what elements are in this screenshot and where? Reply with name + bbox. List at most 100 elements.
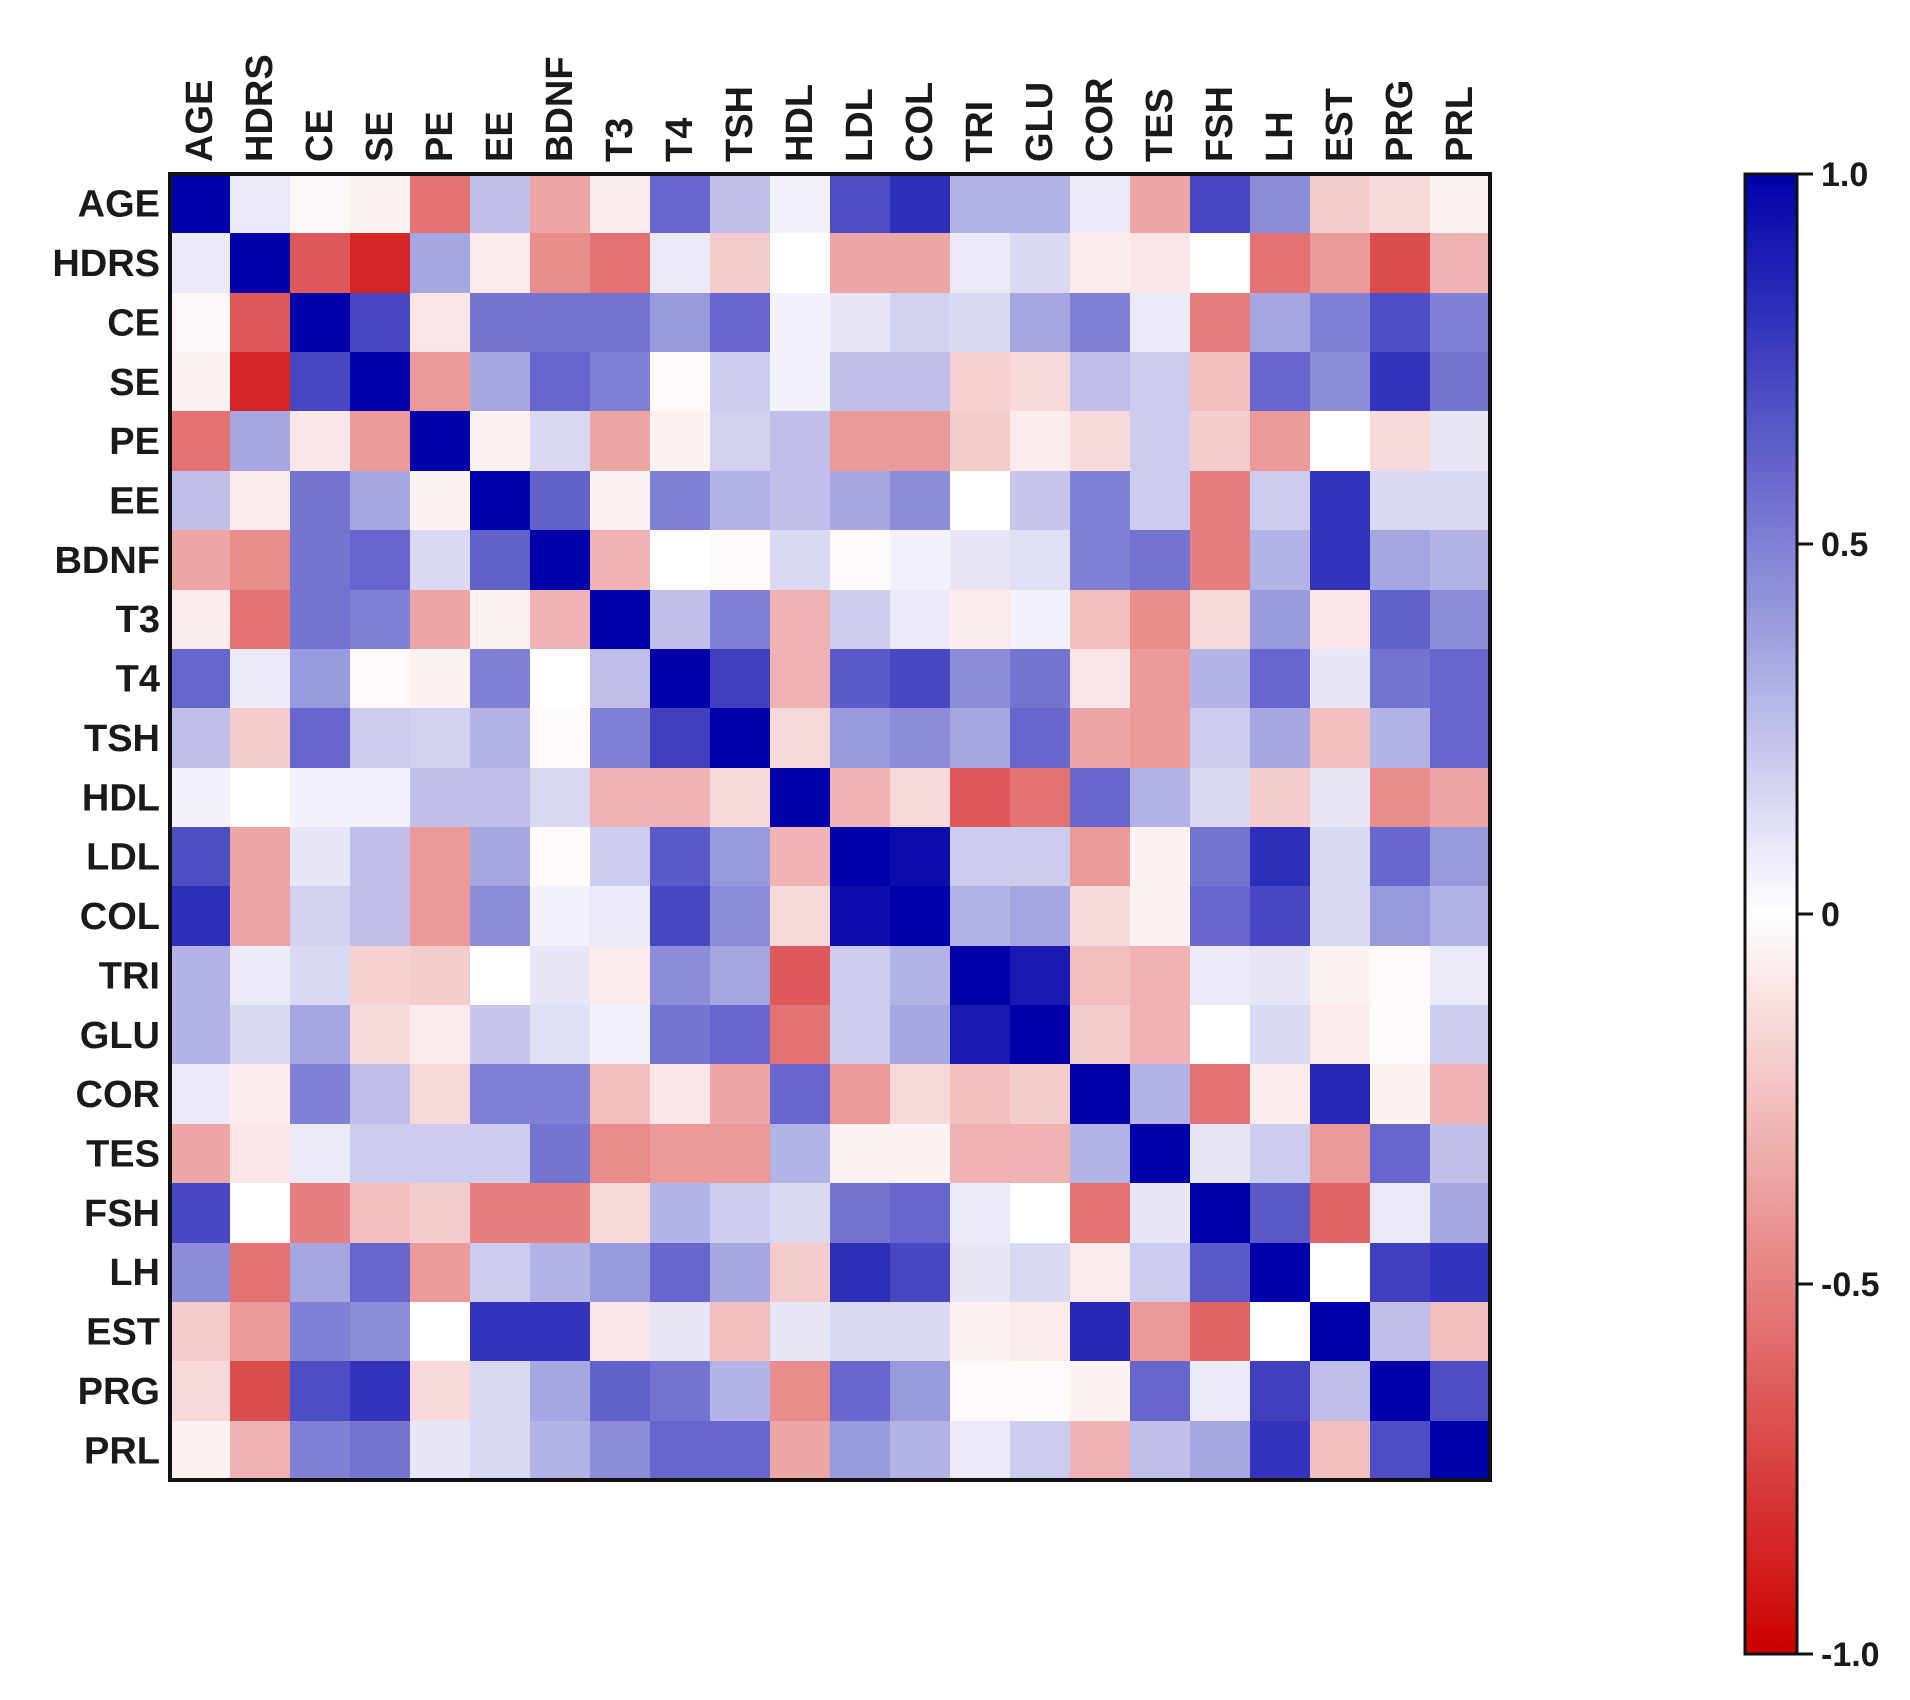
heatmap-cell-t4-se <box>350 649 410 708</box>
heatmap-cell-se-fsh <box>1190 352 1250 411</box>
heatmap-cell-tsh-col <box>890 708 950 768</box>
heatmap-cell-fsh-ce <box>290 1183 350 1243</box>
y-tick-label-col: COL <box>80 896 160 938</box>
heatmap-cell-prl-t3 <box>590 1421 650 1480</box>
heatmap-cell-col-pe <box>410 886 470 946</box>
heatmap-cell-ldl-tes <box>1130 827 1190 886</box>
heatmap-cell-t4-fsh <box>1190 649 1250 708</box>
heatmap-cell-cor-bdnf <box>530 1064 590 1124</box>
heatmap-cell-cor-hdl <box>770 1064 830 1124</box>
heatmap-cell-fsh-tes <box>1130 1183 1190 1243</box>
heatmap-cell-tes-hdl <box>770 1124 830 1183</box>
colorbar-ticks: 1.0 0.5 0 -0.5 -1.0 <box>1797 156 1880 1674</box>
heatmap-cell-ldl-se <box>350 827 410 886</box>
heatmap-cell-prl-col <box>890 1421 950 1480</box>
heatmap-cell-prg-est <box>1310 1361 1370 1421</box>
heatmap-cell-glu-ldl <box>830 1005 890 1064</box>
heatmap-cell-ce-ee <box>470 293 530 352</box>
heatmap-cell-tri-tri <box>950 946 1010 1005</box>
heatmap-cell-hdl-t3 <box>590 768 650 827</box>
heatmap-cell-est-fsh <box>1190 1302 1250 1361</box>
heatmap-cell-est-ce <box>290 1302 350 1361</box>
x-tick-label-pe: PE <box>419 111 461 162</box>
heatmap-cell-est-ldl <box>830 1302 890 1361</box>
x-tick-label-tes: TES <box>1139 88 1181 162</box>
heatmap-cell-prl-ee <box>470 1421 530 1480</box>
y-tick-label-pe: PE <box>109 421 160 463</box>
heatmap-cell-cor-t4 <box>650 1064 710 1124</box>
heatmap-cell-age-bdnf <box>530 174 590 233</box>
heatmap-cell-fsh-glu <box>1010 1183 1070 1243</box>
heatmap-cell-hdrs-hdl <box>770 233 830 293</box>
heatmap-cell-se-lh <box>1250 352 1310 411</box>
heatmap-cell-t3-ldl <box>830 590 890 649</box>
y-tick-label-tri: TRI <box>99 955 160 997</box>
heatmap-cell-pe-glu <box>1010 411 1070 471</box>
heatmap-cell-bdnf-glu <box>1010 530 1070 590</box>
y-tick-label-cor: COR <box>76 1074 160 1116</box>
heatmap-cell-ldl-hdl <box>770 827 830 886</box>
heatmap-cell-hdl-t4 <box>650 768 710 827</box>
heatmap-cell-t3-tsh <box>710 590 770 649</box>
heatmap-cell-ce-tsh <box>710 293 770 352</box>
heatmap-cell-ldl-t4 <box>650 827 710 886</box>
heatmap-cell-se-ldl <box>830 352 890 411</box>
heatmap-cell-glu-t3 <box>590 1005 650 1064</box>
heatmap-cell-age-est <box>1310 174 1370 233</box>
x-tick-label-hdrs: HDRS <box>239 54 281 162</box>
heatmap-cell-tes-fsh <box>1190 1124 1250 1183</box>
heatmap-cell-ce-ldl <box>830 293 890 352</box>
heatmap-cell-ce-glu <box>1010 293 1070 352</box>
heatmap-cell-se-tsh <box>710 352 770 411</box>
heatmap-cell-est-t4 <box>650 1302 710 1361</box>
heatmap-cell-pe-ce <box>290 411 350 471</box>
heatmap-cell-tes-tsh <box>710 1124 770 1183</box>
heatmap-cell-cor-ce <box>290 1064 350 1124</box>
heatmap-cell-tsh-ldl <box>830 708 890 768</box>
heatmap-cell-se-glu <box>1010 352 1070 411</box>
heatmap-cell-age-cor <box>1070 174 1130 233</box>
x-tick-label-cor: COR <box>1079 78 1121 162</box>
heatmap-cell-glu-age <box>170 1005 230 1064</box>
heatmap-cell-fsh-tsh <box>710 1183 770 1243</box>
heatmap-cell-se-prg <box>1370 352 1430 411</box>
heatmap-cell-age-tri <box>950 174 1010 233</box>
heatmap-cell-hdrs-t4 <box>650 233 710 293</box>
heatmap-cell-pe-tes <box>1130 411 1190 471</box>
heatmap-frame <box>168 172 1492 1482</box>
heatmap-cell-age-lh <box>1250 174 1310 233</box>
y-tick-label-t3: T3 <box>116 599 160 641</box>
heatmap-cell-age-tsh <box>710 174 770 233</box>
heatmap-cell-ldl-t3 <box>590 827 650 886</box>
heatmap-cell-bdnf-ce <box>290 530 350 590</box>
heatmap-cell-t4-tes <box>1130 649 1190 708</box>
x-tick-label-ce: CE <box>299 109 341 162</box>
heatmap-cell-hdrs-t3 <box>590 233 650 293</box>
heatmap-cell-bdnf-fsh <box>1190 530 1250 590</box>
heatmap-cell-hdrs-pe <box>410 233 470 293</box>
heatmap-cell-bdnf-prg <box>1370 530 1430 590</box>
heatmap-cell-prg-ldl <box>830 1361 890 1421</box>
heatmap-cell-prl-pe <box>410 1421 470 1480</box>
heatmap-cell-bdnf-t3 <box>590 530 650 590</box>
heatmap-cell-tes-age <box>170 1124 230 1183</box>
heatmap-cell-prl-cor <box>1070 1421 1130 1480</box>
heatmap-cell-hdl-est <box>1310 768 1370 827</box>
y-tick-label-est: EST <box>86 1312 160 1354</box>
heatmap-cell-fsh-lh <box>1250 1183 1310 1243</box>
heatmap-cell-hdl-pe <box>410 768 470 827</box>
heatmap-cell-prg-t3 <box>590 1361 650 1421</box>
heatmap-cell-col-ee <box>470 886 530 946</box>
heatmap-cell-fsh-tri <box>950 1183 1010 1243</box>
colorbar-tick-label: 1.0 <box>1821 156 1868 194</box>
x-tick-label-ldl: LDL <box>839 88 881 162</box>
heatmap-cell-age-age <box>170 174 230 233</box>
heatmap-cell-lh-prl <box>1430 1243 1490 1302</box>
heatmap-cell-t4-est <box>1310 649 1370 708</box>
heatmap-cell-age-hdl <box>770 174 830 233</box>
heatmap-cell-ldl-tsh <box>710 827 770 886</box>
colorbar-tick-label: 0 <box>1821 896 1840 934</box>
heatmap-cell-age-se <box>350 174 410 233</box>
heatmap-cell-t3-prl <box>1430 590 1490 649</box>
heatmap-cell-glu-col <box>890 1005 950 1064</box>
